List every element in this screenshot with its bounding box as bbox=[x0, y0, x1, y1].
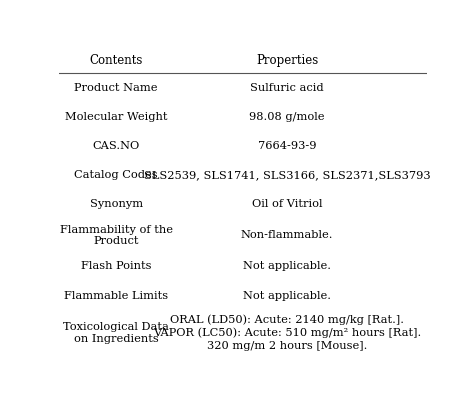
Text: Not applicable.: Not applicable. bbox=[243, 262, 331, 272]
Text: 320 mg/m 2 hours [Mouse].: 320 mg/m 2 hours [Mouse]. bbox=[207, 341, 367, 351]
Text: Sulfuric acid: Sulfuric acid bbox=[250, 83, 324, 93]
Text: VAPOR (LC50): Acute: 510 mg/m² hours [Rat].: VAPOR (LC50): Acute: 510 mg/m² hours [Ra… bbox=[153, 328, 421, 338]
Text: Toxicological Data
on Ingredients: Toxicological Data on Ingredients bbox=[63, 322, 169, 344]
Text: 98.08 g/mole: 98.08 g/mole bbox=[249, 112, 325, 122]
Text: Product Name: Product Name bbox=[74, 83, 158, 93]
Text: Oil of Vitriol: Oil of Vitriol bbox=[252, 199, 322, 209]
Text: Properties: Properties bbox=[256, 54, 318, 67]
Text: Catalog Codes: Catalog Codes bbox=[74, 170, 158, 180]
Text: Molecular Weight: Molecular Weight bbox=[65, 112, 167, 122]
Text: Non-flammable.: Non-flammable. bbox=[241, 230, 333, 240]
Text: CAS.NO: CAS.NO bbox=[92, 141, 140, 151]
Text: Flammable Limits: Flammable Limits bbox=[64, 290, 168, 300]
Text: Synonym: Synonym bbox=[90, 199, 143, 209]
Text: ORAL (LD50): Acute: 2140 mg/kg [Rat.].: ORAL (LD50): Acute: 2140 mg/kg [Rat.]. bbox=[170, 314, 404, 325]
Text: Not applicable.: Not applicable. bbox=[243, 290, 331, 300]
Text: 7664-93-9: 7664-93-9 bbox=[258, 141, 316, 151]
Text: SLS2539, SLS1741, SLS3166, SLS2371,SLS3793: SLS2539, SLS1741, SLS3166, SLS2371,SLS37… bbox=[144, 170, 430, 180]
Text: Flammability of the
Product: Flammability of the Product bbox=[60, 224, 173, 246]
Text: Contents: Contents bbox=[90, 54, 143, 67]
Text: Flash Points: Flash Points bbox=[81, 262, 151, 272]
